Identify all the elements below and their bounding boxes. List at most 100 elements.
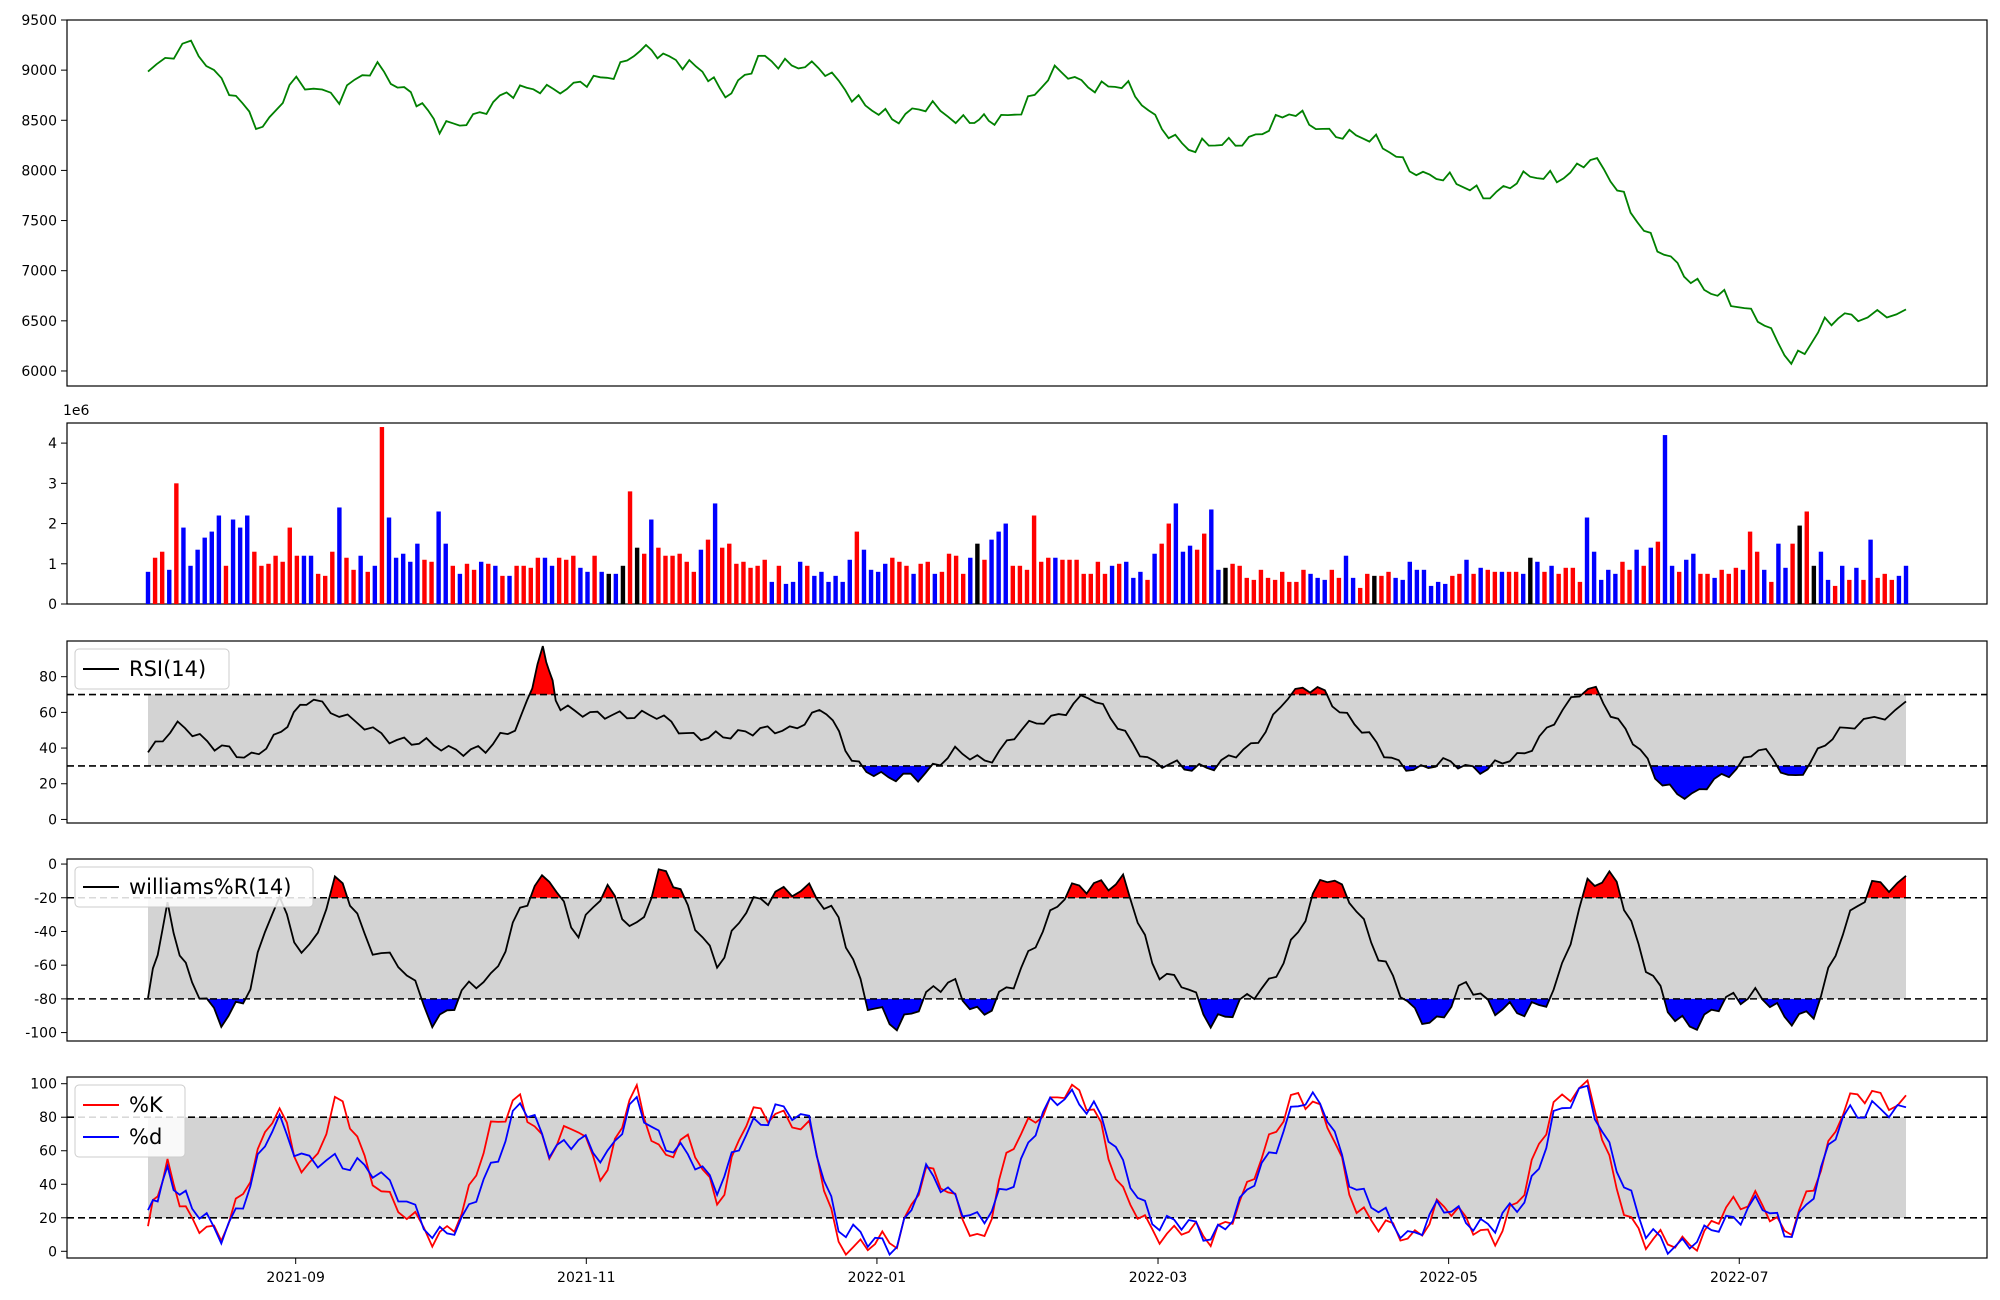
panel-0-ytick-label-0: 6000 (21, 364, 57, 380)
volume-bar (294, 555, 300, 604)
volume-bar (223, 565, 229, 604)
volume-bar (379, 427, 385, 604)
volume-bar (783, 583, 789, 604)
volume-bar (953, 555, 959, 604)
volume-bar (1485, 569, 1490, 604)
volume-bar (1754, 551, 1760, 604)
volume-bar (471, 569, 477, 604)
volume-bar (698, 549, 704, 604)
volume-bar (230, 519, 236, 604)
volume-bar (1194, 549, 1200, 604)
volume-bar (741, 561, 746, 604)
volume-bar (606, 573, 611, 604)
volume-bar (1102, 573, 1108, 604)
panel-4-ytick-label-1: 20 (39, 1211, 57, 1227)
volume-bar (315, 573, 321, 604)
williams-overbought-fill (651, 869, 685, 898)
volume-bar (1294, 581, 1299, 604)
legend-label-rsi: RSI(14) (129, 657, 206, 681)
volume-bar (1875, 577, 1880, 604)
volume-bar (245, 515, 250, 604)
volume-bar (1187, 545, 1193, 604)
volume-bar (408, 561, 413, 604)
volume-bar (656, 547, 661, 604)
volume-bar (1131, 577, 1136, 604)
panel-1-ytick-label-0: 0 (48, 597, 57, 613)
volume-bar (719, 547, 725, 604)
volume-bar (393, 557, 399, 604)
williams-oversold-fill (1403, 998, 1455, 1024)
volume-bar (1067, 559, 1072, 604)
panel-3-ytick-label-1: -80 (34, 992, 57, 1008)
volume-bar (1669, 565, 1675, 604)
x-tick-label-1: 2021-11 (557, 1270, 616, 1286)
volume-bar (478, 561, 484, 604)
rsi-oversold-fill (1402, 765, 1420, 771)
volume-bar (890, 557, 895, 604)
volume-bar (1230, 563, 1235, 604)
volume-bar (946, 553, 952, 604)
williams-oversold-fill (421, 998, 459, 1028)
volume-bar (195, 549, 200, 604)
volume-bar (266, 563, 271, 604)
volume-bar (1450, 575, 1455, 604)
volume-bar (372, 565, 378, 604)
volume-bar (571, 555, 576, 604)
volume-bar (1584, 517, 1590, 604)
volume-bar (1847, 579, 1852, 604)
panel-0-ytick-label-2: 7000 (21, 264, 57, 280)
volume-bar (1747, 531, 1753, 604)
panel-1-ytick-label-4: 4 (48, 436, 57, 452)
stochastic-d-line (147, 1084, 1907, 1257)
volume-bar (337, 507, 342, 604)
volume-bar (535, 557, 541, 604)
panel-0-ytick-label-1: 6500 (21, 314, 57, 330)
volume-bar (1719, 569, 1724, 604)
volume-bar (1889, 579, 1895, 604)
volume-bar (1691, 553, 1696, 604)
williams-line (147, 868, 1907, 1032)
volume-bar (486, 563, 491, 604)
volume-bar (1499, 571, 1505, 604)
volume-bar (1577, 581, 1583, 604)
volume-bar (167, 569, 172, 604)
panel-4-ytick-label-4: 80 (39, 1110, 57, 1126)
rsi-oversold-fill (1471, 765, 1491, 774)
panel-4-neutral-band (147, 1117, 1907, 1218)
volume-bar (961, 573, 966, 604)
volume-bar (1244, 577, 1249, 604)
volume-bar (982, 559, 987, 604)
volume-bar (1202, 533, 1207, 604)
volume-bar (1414, 569, 1420, 604)
volume-bar (145, 571, 151, 604)
legend-label-k: %K (129, 1093, 164, 1117)
volume-bar (514, 565, 519, 604)
volume-bar (549, 565, 555, 604)
volume-bar (1421, 569, 1427, 604)
volume-bar (1790, 543, 1795, 604)
volume-bar (727, 543, 732, 604)
volume-bar (1840, 565, 1845, 604)
volume-bar (932, 573, 938, 604)
volume-bar (1811, 565, 1817, 604)
volume-bar (939, 571, 945, 604)
williams-overbought-fill (1582, 871, 1621, 898)
volume-bar (216, 515, 222, 604)
volume-bar (1251, 579, 1257, 604)
volume-bar (507, 575, 512, 604)
volume-bar (1591, 551, 1597, 604)
volume-bar (776, 565, 782, 604)
volume-bar (1060, 559, 1065, 604)
volume-bar (330, 551, 335, 604)
volume-bar (925, 561, 930, 604)
rsi-overbought-fill (1581, 686, 1600, 695)
volume-bar (152, 557, 158, 604)
volume-bar (663, 555, 668, 604)
volume-bar (1124, 561, 1129, 604)
williams-overbought-fill (530, 875, 561, 898)
volume-bar (181, 527, 186, 604)
williams-oversold-fill (1198, 998, 1241, 1028)
volume-bar (1152, 553, 1157, 604)
volume-bar (259, 565, 264, 604)
x-tick-label-2: 2022-01 (848, 1270, 907, 1286)
